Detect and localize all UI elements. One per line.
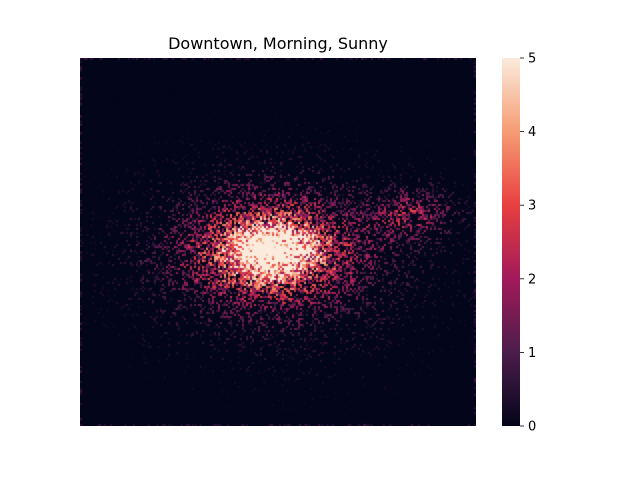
colorbar-gradient [502, 58, 520, 426]
colorbar-tick-label: 0 [528, 420, 536, 435]
colorbar-tick-label: 1 [528, 346, 536, 361]
colorbar-tick-label: 4 [528, 125, 536, 140]
colorbar-ticks: 0 1 2 3 4 5 [520, 52, 536, 435]
colorbar-tick-label: 5 [528, 52, 536, 67]
heatmap-plot-area [80, 58, 476, 426]
heatmap-cells [80, 58, 476, 426]
chart-title: Downtown, Morning, Sunny [168, 34, 388, 53]
heatmap-canvas [80, 58, 476, 426]
colorbar-tick-label: 3 [528, 199, 536, 214]
colorbar: 0 1 2 3 4 5 [502, 52, 536, 435]
colorbar-tick-label: 2 [528, 272, 536, 287]
